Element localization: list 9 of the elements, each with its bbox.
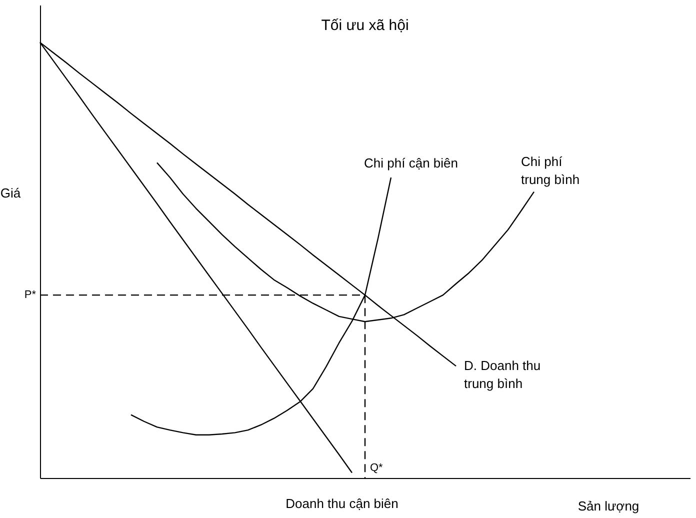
y-axis-title: Giá <box>0 186 22 200</box>
x-axis-title: Sản lượng <box>578 498 640 514</box>
series-label: Chi phí trung bình <box>521 154 580 187</box>
text: Doanh thu cận biên <box>286 496 398 511</box>
annotation: Q* <box>370 462 384 474</box>
series-label: Chi phí cận biên <box>364 155 458 170</box>
text: P* <box>24 289 37 302</box>
series-label: D. Doanh thu trung bình <box>464 358 541 392</box>
chart-title: Tối ưu xã hội <box>321 17 409 34</box>
